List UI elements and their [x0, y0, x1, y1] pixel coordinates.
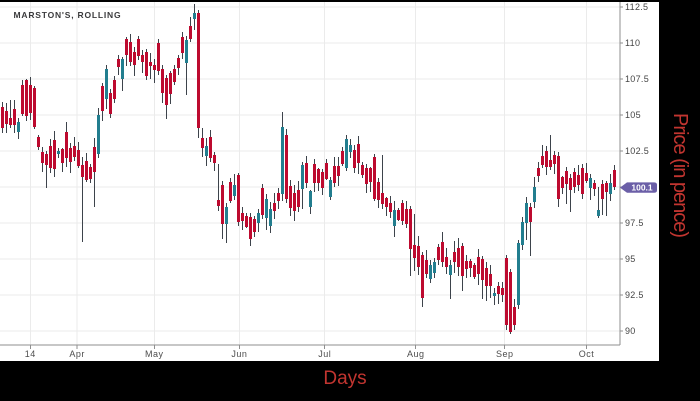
- svg-text:Sep: Sep: [496, 349, 514, 359]
- svg-text:MARSTON'S, ROLLING: MARSTON'S, ROLLING: [14, 10, 122, 20]
- svg-text:Jul: Jul: [318, 349, 331, 359]
- svg-text:105: 105: [625, 110, 641, 120]
- svg-text:92.5: 92.5: [625, 290, 644, 300]
- svg-text:Aug: Aug: [407, 349, 425, 359]
- svg-text:Jun: Jun: [231, 349, 247, 359]
- svg-text:90: 90: [625, 326, 636, 336]
- svg-text:107.5: 107.5: [625, 74, 649, 84]
- svg-text:Oct: Oct: [579, 349, 595, 359]
- svg-text:100.1: 100.1: [631, 183, 653, 193]
- svg-text:Apr: Apr: [69, 349, 85, 359]
- svg-text:110: 110: [625, 38, 640, 48]
- svg-text:97.5: 97.5: [625, 218, 644, 228]
- svg-text:95: 95: [625, 254, 636, 264]
- svg-text:102.5: 102.5: [625, 146, 649, 156]
- svg-text:14: 14: [25, 349, 36, 359]
- svg-text:112.5: 112.5: [625, 2, 648, 12]
- svg-text:May: May: [145, 349, 164, 359]
